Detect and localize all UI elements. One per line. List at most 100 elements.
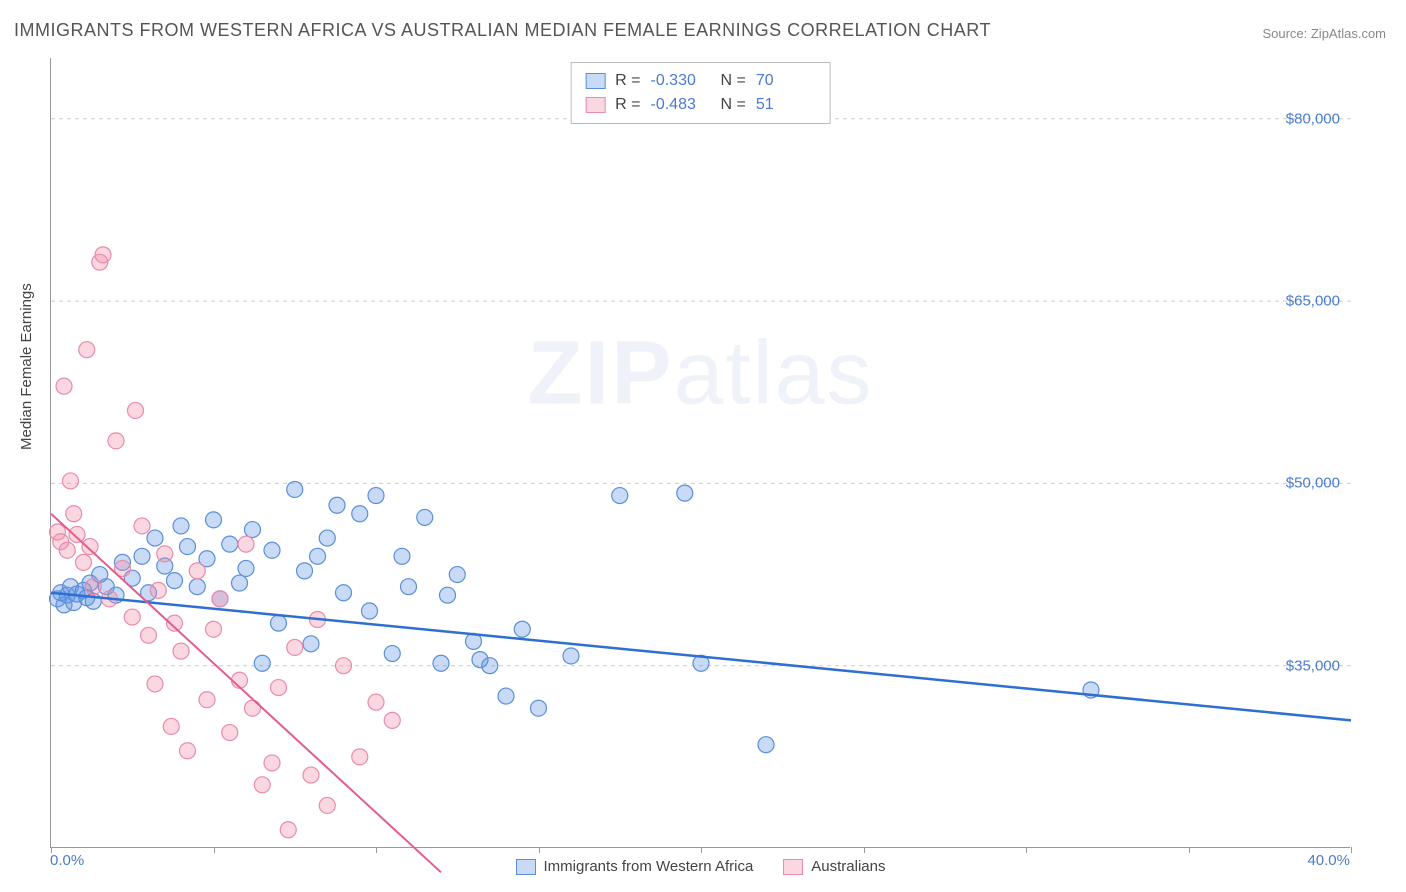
scatter-point (147, 676, 163, 692)
scatter-point (254, 655, 270, 671)
legend-stats: R = -0.330 N = 70R = -0.483 N = 51 (570, 62, 831, 124)
source-label: Source: ZipAtlas.com (1262, 26, 1386, 41)
y-tick-label: $80,000 (1286, 110, 1340, 127)
scatter-point (433, 655, 449, 671)
scatter-point (56, 378, 72, 394)
scatter-point (329, 497, 345, 513)
scatter-point (128, 402, 144, 418)
scatter-point (758, 737, 774, 753)
stat-n-value: 51 (756, 93, 816, 117)
trend-line (51, 593, 1351, 721)
scatter-point (59, 542, 75, 558)
scatter-point (212, 591, 228, 607)
scatter-point (69, 526, 85, 542)
stat-r-label: R = (615, 69, 640, 93)
scatter-point (254, 777, 270, 793)
scatter-point (303, 767, 319, 783)
scatter-point (368, 488, 384, 504)
scatter-point (264, 542, 280, 558)
x-tick (864, 847, 865, 853)
stat-r-value: -0.330 (651, 69, 711, 93)
scatter-point (206, 621, 222, 637)
scatter-point (310, 548, 326, 564)
scatter-point (199, 692, 215, 708)
scatter-point (514, 621, 530, 637)
scatter-point (79, 342, 95, 358)
legend-stat-row: R = -0.330 N = 70 (585, 69, 816, 93)
stat-n-label: N = (721, 93, 746, 117)
scatter-point (167, 573, 183, 589)
scatter-point (264, 755, 280, 771)
legend-item: Immigrants from Western Africa (516, 858, 754, 875)
scatter-point (384, 712, 400, 728)
plot-area: ZIPatlas R =-0.330N =70R =-0.483N =51 Im… (50, 58, 1350, 848)
scatter-point (238, 560, 254, 576)
x-tick (1351, 847, 1352, 853)
scatter-point (271, 615, 287, 631)
x-tick (539, 847, 540, 853)
scatter-point (134, 518, 150, 534)
scatter-point (449, 567, 465, 583)
legend-swatch (585, 97, 605, 113)
scatter-point (271, 680, 287, 696)
scatter-point (417, 509, 433, 525)
legend-item: Australians (783, 858, 885, 875)
scatter-point (206, 512, 222, 528)
y-tick-label: $35,000 (1286, 657, 1340, 674)
scatter-point (134, 548, 150, 564)
scatter-point (482, 658, 498, 674)
x-tick (701, 847, 702, 853)
scatter-point (66, 506, 82, 522)
legend-label: Immigrants from Western Africa (544, 858, 754, 875)
scatter-point (362, 603, 378, 619)
scatter-point (245, 522, 261, 538)
scatter-point (368, 694, 384, 710)
stat-r-value: -0.483 (651, 93, 711, 117)
scatter-point (163, 718, 179, 734)
scatter-point (677, 485, 693, 501)
scatter-point (232, 575, 248, 591)
scatter-point (384, 646, 400, 662)
scatter-point (141, 627, 157, 643)
legend-swatch (783, 859, 803, 875)
scatter-point (63, 473, 79, 489)
x-tick (376, 847, 377, 853)
x-tick-left: 0.0% (50, 852, 84, 869)
scatter-point (287, 481, 303, 497)
y-axis-title: Median Female Earnings (18, 283, 35, 450)
scatter-point (173, 518, 189, 534)
scatter-point (303, 636, 319, 652)
x-tick (1189, 847, 1190, 853)
scatter-point (82, 539, 98, 555)
scatter-point (147, 530, 163, 546)
scatter-point (352, 749, 368, 765)
scatter-point (222, 536, 238, 552)
scatter-point (336, 585, 352, 601)
scatter-point (180, 743, 196, 759)
chart-title: IMMIGRANTS FROM WESTERN AFRICA VS AUSTRA… (14, 20, 991, 41)
scatter-point (189, 563, 205, 579)
scatter-point (352, 506, 368, 522)
legend-bottom: Immigrants from Western Africa Australian… (516, 858, 886, 875)
scatter-point (150, 582, 166, 598)
scatter-point (297, 563, 313, 579)
scatter-point (157, 546, 173, 562)
y-tick-label: $65,000 (1286, 293, 1340, 310)
legend-stat-row: R =-0.483N =51 (585, 93, 816, 117)
scatter-point (401, 579, 417, 595)
scatter-point (498, 688, 514, 704)
legend-swatch (516, 859, 536, 875)
scatter-point (280, 822, 296, 838)
scatter-point (394, 548, 410, 564)
scatter-point (319, 797, 335, 813)
scatter-point (612, 488, 628, 504)
scatter-point (189, 579, 205, 595)
scatter-point (108, 433, 124, 449)
scatter-point (563, 648, 579, 664)
scatter-point (319, 530, 335, 546)
scatter-point (180, 539, 196, 555)
stat-n-value: 70 (756, 69, 816, 93)
scatter-point (222, 725, 238, 741)
scatter-point (85, 579, 101, 595)
stat-n-label: N = (721, 69, 746, 93)
